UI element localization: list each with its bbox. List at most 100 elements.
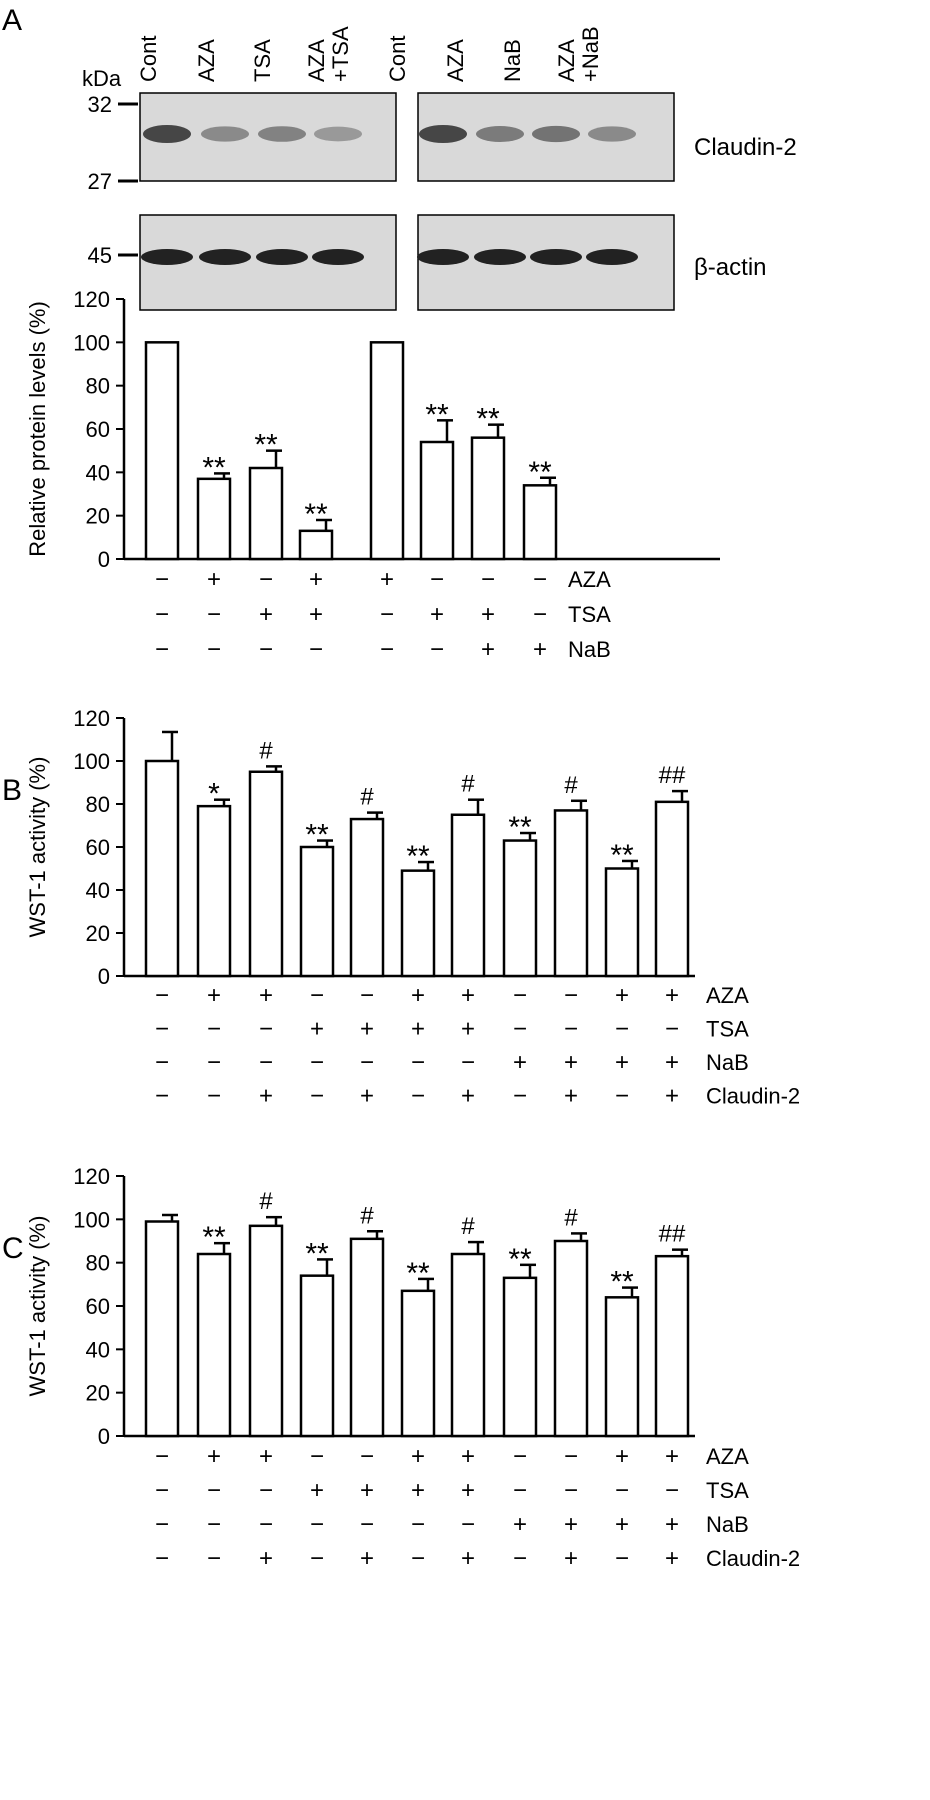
significance-label: # [259, 737, 273, 764]
significance-label: ** [610, 1266, 634, 1299]
chart-wst1-activity-c: 0 20 40 60 80 100 120 WST-1 activity (%) ** # ** # *… [25, 1164, 800, 1572]
condition-sign: + [665, 1049, 679, 1076]
bar [248, 770, 284, 978]
lane-label: +TSA [328, 26, 353, 82]
condition-sign: − [155, 1443, 169, 1470]
lane-label: Cont [136, 36, 161, 82]
condition-sign: + [564, 1049, 578, 1076]
significance-label: ** [425, 398, 449, 431]
condition-sign: − [259, 1049, 273, 1076]
condition-sign: + [411, 982, 425, 1009]
condition-sign: + [360, 1016, 374, 1043]
condition-sign: − [155, 1511, 169, 1538]
y-tick-label: 120 [73, 287, 110, 312]
y-tick-label: 20 [86, 1381, 110, 1406]
condition-sign: + [665, 1511, 679, 1538]
condition-sign: + [411, 1477, 425, 1504]
bar [299, 845, 335, 978]
claudin-2-band [258, 126, 306, 142]
significance-label: ** [406, 840, 430, 873]
significance-label: ** [476, 403, 500, 436]
condition-sign: + [665, 1545, 679, 1572]
bar [349, 1237, 385, 1438]
chart-wst1-activity-b: 0 20 40 60 80 100 120 WST-1 activity (%) * # ** # **… [25, 706, 800, 1110]
condition-sign: + [533, 636, 547, 663]
significance-label: ** [202, 1221, 226, 1254]
y-tick-label: 80 [86, 1251, 110, 1276]
lane-labels: Cont AZA TSA AZA +TSA Cont AZA NaB AZA +NaB [136, 26, 603, 82]
bar [450, 813, 486, 978]
significance-label: # [259, 1188, 273, 1215]
condition-sign: − [259, 1477, 273, 1504]
bar [400, 869, 436, 978]
condition-sign: − [380, 636, 394, 663]
beta-actin-band [141, 249, 193, 265]
panel-label-a: A [2, 4, 22, 37]
condition-label: Claudin-2 [706, 1084, 800, 1109]
condition-sign: + [380, 566, 394, 593]
bar [419, 440, 455, 561]
bar [553, 1239, 589, 1438]
condition-sign: − [564, 982, 578, 1009]
condition-sign: − [411, 1545, 425, 1572]
y-tick-label: 120 [73, 1164, 110, 1189]
y-tick-label: 40 [86, 1337, 110, 1362]
condition-sign: − [310, 1049, 324, 1076]
beta-actin-band [312, 249, 364, 265]
lane-label: NaB [500, 39, 525, 82]
condition-sign: + [615, 1511, 629, 1538]
condition-sign: + [411, 1443, 425, 1470]
y-tick-label: 60 [86, 835, 110, 860]
condition-sign: − [615, 1477, 629, 1504]
significance-label: # [461, 771, 475, 798]
condition-sign: + [615, 982, 629, 1009]
claudin-2-band [143, 125, 191, 143]
y-tick-label: 60 [86, 417, 110, 442]
condition-sign: − [207, 1545, 221, 1572]
condition-sign: + [461, 1083, 475, 1110]
condition-sign: − [207, 601, 221, 628]
condition-sign: − [207, 1511, 221, 1538]
condition-sign: + [411, 1016, 425, 1043]
condition-sign: + [564, 1083, 578, 1110]
bar [522, 484, 558, 561]
claudin-2-band [201, 126, 249, 142]
condition-label: AZA [706, 1444, 749, 1469]
bar [470, 436, 506, 561]
condition-sign: + [615, 1443, 629, 1470]
condition-label: NaB [706, 1050, 749, 1075]
lane-label: TSA [250, 39, 275, 82]
y-tick-label: 100 [73, 1207, 110, 1232]
condition-sign: + [207, 982, 221, 1009]
condition-sign: + [513, 1511, 527, 1538]
condition-sign: + [461, 1477, 475, 1504]
bar [553, 809, 589, 978]
condition-sign: + [564, 1545, 578, 1572]
y-tick-label: 40 [86, 878, 110, 903]
condition-label: TSA [706, 1478, 749, 1503]
condition-sign: + [310, 1016, 324, 1043]
y-tick-label: 0 [98, 1424, 110, 1449]
kda-label: kDa [82, 66, 122, 91]
chart-relative-protein-levels: 0 20 40 60 80 100 120 Relative protein levels (… [25, 287, 720, 663]
condition-sign: − [309, 636, 323, 663]
claudin-2-band [419, 125, 467, 143]
y-axis-label: WST-1 activity (%) [25, 1216, 50, 1397]
significance-label: # [564, 1204, 578, 1231]
condition-sign: − [155, 601, 169, 628]
condition-sign: + [430, 601, 444, 628]
significance-label: ** [406, 1257, 430, 1290]
beta-actin-band [199, 249, 251, 265]
bar [604, 867, 640, 978]
y-tick-label: 80 [86, 792, 110, 817]
y-tick-label: 100 [73, 749, 110, 774]
condition-sign: + [461, 982, 475, 1009]
bar [400, 1289, 436, 1438]
condition-sign: − [155, 1049, 169, 1076]
beta-actin-band [586, 249, 638, 265]
bar [196, 804, 232, 978]
condition-sign: + [461, 1016, 475, 1043]
condition-sign: + [360, 1083, 374, 1110]
condition-label: NaB [706, 1512, 749, 1537]
